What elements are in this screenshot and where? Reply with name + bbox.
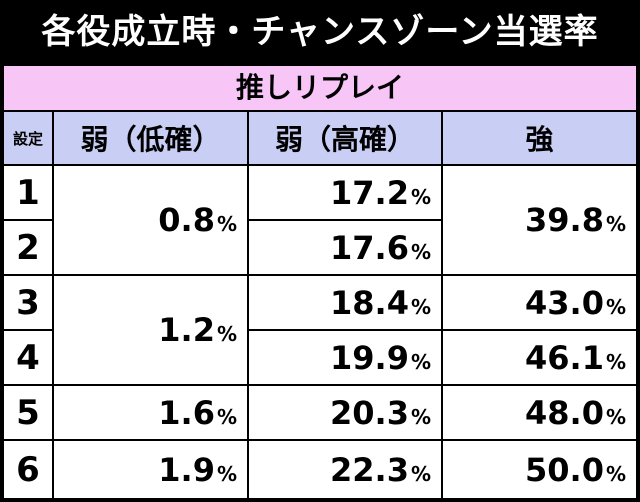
- strong-value: 39.8%: [443, 166, 636, 274]
- weak-high-value: 17.2%: [249, 166, 441, 219]
- header-setting: 設定: [4, 112, 52, 164]
- page-title: 各役成立時・チャンスゾーン当選率: [0, 0, 640, 64]
- weak-low-value: 0.8%: [54, 166, 247, 274]
- weak-high-value: 20.3%: [249, 386, 441, 439]
- setting-1: 1: [4, 166, 52, 219]
- weak-high-value: 18.4%: [249, 276, 441, 329]
- setting-5: 5: [4, 386, 52, 439]
- setting-4: 4: [4, 331, 52, 384]
- weak-low-value: 1.6%: [54, 386, 247, 439]
- weak-high-value: 17.6%: [249, 221, 441, 274]
- header-strong: 強: [443, 112, 636, 164]
- header-weak-low: 弱（低確）: [54, 112, 247, 164]
- strong-value: 43.0%: [443, 276, 636, 329]
- section-subheader: 推しリプレイ: [4, 66, 636, 110]
- weak-high-value: 19.9%: [249, 331, 441, 384]
- setting-3: 3: [4, 276, 52, 329]
- setting-2: 2: [4, 221, 52, 274]
- weak-low-value: 1.9%: [54, 441, 247, 498]
- header-weak-high: 弱（高確）: [249, 112, 441, 164]
- setting-6: 6: [4, 441, 52, 498]
- strong-value: 46.1%: [443, 331, 636, 384]
- weak-low-value: 1.2%: [54, 276, 247, 384]
- rate-table: 設定 弱（低確） 弱（高確） 強 1 2 3 4 5 6 0.8% 1.2% 1…: [0, 112, 640, 502]
- strong-value: 50.0%: [443, 441, 636, 498]
- strong-value: 48.0%: [443, 386, 636, 439]
- weak-high-value: 22.3%: [249, 441, 441, 498]
